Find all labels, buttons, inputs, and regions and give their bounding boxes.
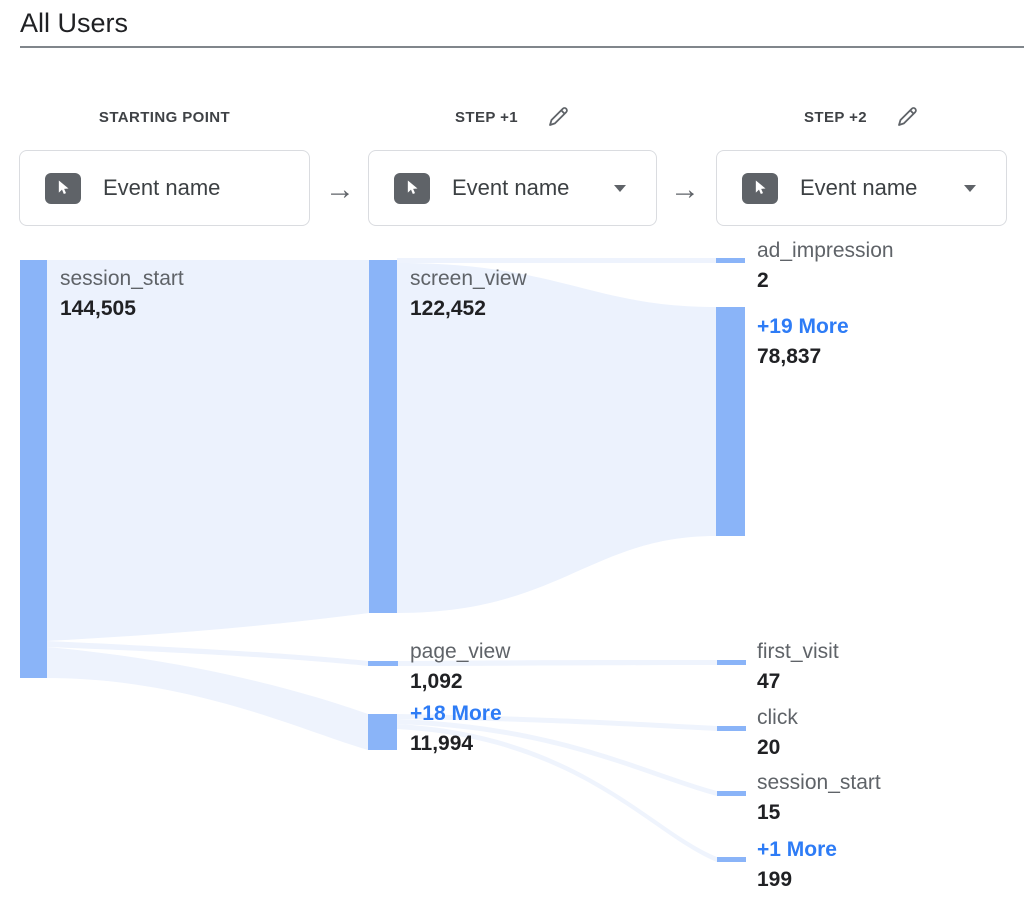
node-value: 20	[757, 736, 781, 759]
node-1-more: +1 More 199	[757, 835, 837, 895]
node-session-start-2: session_start 15	[757, 768, 881, 828]
cursor-icon	[742, 172, 778, 204]
node-label: first_visit	[757, 640, 839, 663]
node-bar-click[interactable]	[717, 726, 746, 731]
node-value: 199	[757, 868, 793, 891]
node-bar-1-more[interactable]	[717, 857, 746, 862]
page-title: All Users	[20, 8, 129, 38]
cursor-icon	[45, 172, 81, 204]
node-bar-page-view[interactable]	[368, 661, 398, 666]
column-header-label: STARTING POINT	[98, 108, 231, 126]
arrow-right-icon: →	[325, 173, 355, 206]
selector-label: Event name	[452, 175, 570, 200]
node-value: 122,452	[410, 297, 486, 320]
node-19-more: +19 More 78,837	[757, 312, 849, 372]
node-value: 11,994	[410, 732, 474, 755]
column-header-starting-point: STARTING POINT	[19, 104, 310, 130]
more-link[interactable]: +19 More	[757, 315, 849, 338]
selector-label: Event name	[103, 175, 221, 200]
node-value: 144,505	[60, 297, 136, 320]
chevron-down-icon	[964, 184, 976, 192]
node-click: click 20	[757, 703, 798, 763]
more-link[interactable]: +18 More	[410, 702, 502, 725]
chevron-down-icon	[614, 184, 626, 192]
node-bar-screen-view[interactable]	[369, 260, 397, 613]
node-ad-impression: ad_impression 2	[757, 236, 894, 296]
node-label: screen_view	[410, 267, 527, 290]
node-value: 78,837	[757, 345, 822, 368]
node-value: 15	[757, 801, 781, 824]
node-18-more: +18 More 11,994	[410, 699, 502, 759]
node-label: page_view	[410, 640, 511, 663]
edit-step-icon[interactable]	[895, 105, 919, 129]
node-label: session_start	[60, 267, 184, 290]
node-page-view: page_view 1,092	[410, 637, 510, 697]
step-2-dimension-selector[interactable]: Event name	[716, 150, 1007, 226]
node-label: session_start	[757, 771, 881, 794]
column-header-step-1: STEP +1	[368, 104, 657, 130]
selector-label: Event name	[800, 175, 918, 200]
step-1-dimension-selector[interactable]: Event name	[368, 150, 657, 226]
column-header-label: STEP +2	[804, 108, 867, 126]
title-divider	[20, 46, 1024, 48]
edit-step-icon[interactable]	[546, 105, 570, 129]
node-value: 1,092	[410, 670, 463, 693]
node-bar-session-start-2[interactable]	[717, 791, 746, 796]
more-link[interactable]: +1 More	[757, 838, 837, 861]
column-header-step-2: STEP +2	[716, 104, 1007, 130]
column-header-label: STEP +1	[455, 108, 518, 126]
node-bar-19-more[interactable]	[716, 307, 745, 536]
node-label: ad_impression	[757, 239, 894, 262]
node-session-start: session_start 144,505	[60, 264, 184, 324]
node-value: 2	[757, 269, 769, 292]
arrow-right-icon: →	[670, 173, 700, 206]
node-bar-first-visit[interactable]	[717, 660, 746, 665]
node-screen-view: screen_view 122,452	[410, 264, 527, 324]
node-first-visit: first_visit 47	[757, 637, 839, 697]
node-label: click	[757, 706, 798, 729]
node-bar-session-start[interactable]	[20, 260, 47, 678]
starting-point-dimension-selector[interactable]: Event name	[19, 150, 310, 226]
node-bar-ad-impression[interactable]	[716, 258, 745, 263]
node-bar-18-more[interactable]	[368, 714, 397, 750]
cursor-icon	[394, 172, 430, 204]
node-value: 47	[757, 670, 781, 693]
